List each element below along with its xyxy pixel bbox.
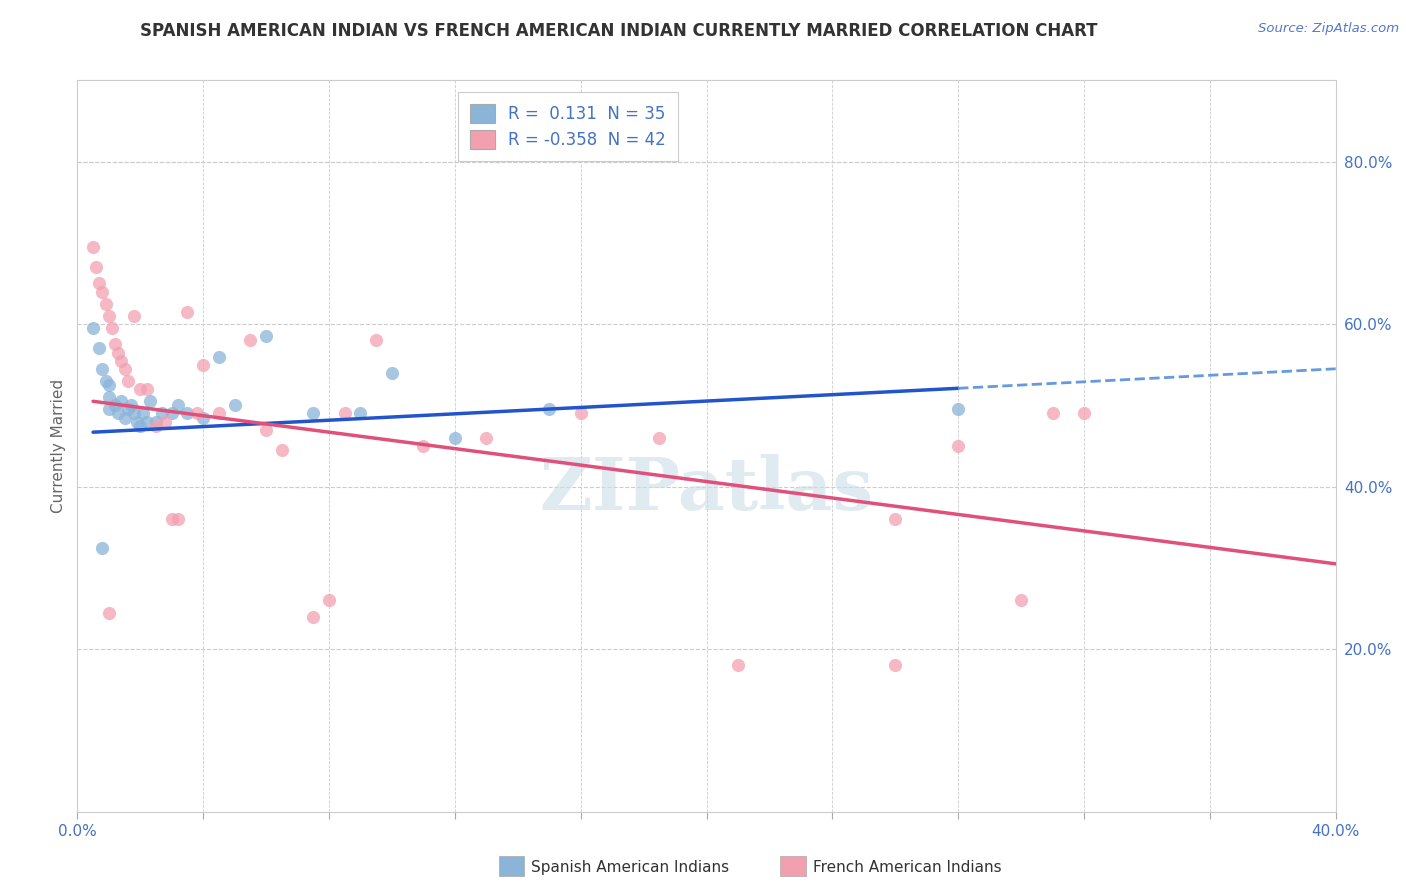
Point [145,415,167,429]
Point [224,398,246,412]
Point [135,415,157,429]
Point [444,431,467,445]
Point [254,423,277,437]
Text: SPANISH AMERICAN INDIAN VS FRENCH AMERICAN INDIAN CURRENTLY MARRIED CORRELATION : SPANISH AMERICAN INDIAN VS FRENCH AMERIC… [139,22,1098,40]
Point [948,402,970,417]
Point [254,329,277,343]
Point [89,277,111,291]
Point [114,410,136,425]
Point [191,410,215,425]
Point [129,418,152,433]
Point [107,407,129,421]
Point [97,606,120,620]
Point [167,398,190,412]
Point [1042,407,1064,421]
Point [97,378,120,392]
Point [155,415,177,429]
Point [135,382,157,396]
Point [208,407,231,421]
Point [110,394,132,409]
Point [648,431,671,445]
Point [91,285,114,299]
Point [318,593,340,607]
Point [110,353,132,368]
Point [333,407,356,421]
Point [91,361,114,376]
Point [160,512,183,526]
Point [82,240,104,254]
Point [129,382,152,396]
Point [191,358,215,372]
Point [94,297,117,311]
Point [127,415,149,429]
Point [727,658,749,673]
Point [302,609,325,624]
Point [82,321,104,335]
Point [84,260,107,275]
Point [104,398,127,412]
Point [97,390,120,404]
Point [167,512,190,526]
Point [538,402,561,417]
Point [381,366,404,380]
Legend: R =  0.131  N = 35, R = -0.358  N = 42: R = 0.131 N = 35, R = -0.358 N = 42 [458,92,678,161]
Point [569,407,592,421]
Point [948,439,970,453]
Point [884,512,907,526]
Point [104,337,127,351]
Point [97,402,120,417]
Point [239,334,262,348]
Text: French American Indians: French American Indians [813,860,1001,874]
Text: ZIPatlas: ZIPatlas [540,454,873,525]
Point [107,345,129,359]
Point [160,407,183,421]
Point [150,407,173,421]
Point [122,407,145,421]
Y-axis label: Currently Married: Currently Married [51,379,66,513]
Point [884,658,907,673]
Point [208,350,231,364]
Point [176,407,198,421]
Point [97,309,120,323]
Text: Spanish American Indians: Spanish American Indians [531,860,730,874]
Point [1010,593,1032,607]
Point [412,439,434,453]
Point [101,321,124,335]
Point [302,407,325,421]
Point [89,342,111,356]
Point [176,305,198,319]
Point [145,418,167,433]
Point [117,374,139,388]
Point [349,407,371,421]
Point [132,407,155,421]
Point [114,361,136,376]
Point [186,407,208,421]
Point [91,541,114,555]
Text: Source: ZipAtlas.com: Source: ZipAtlas.com [1258,22,1399,36]
Point [138,394,160,409]
Point [94,374,117,388]
Point [270,443,292,458]
Point [117,402,139,417]
Point [122,309,145,323]
Point [366,334,388,348]
Point [475,431,498,445]
Point [1073,407,1095,421]
Point [120,398,142,412]
